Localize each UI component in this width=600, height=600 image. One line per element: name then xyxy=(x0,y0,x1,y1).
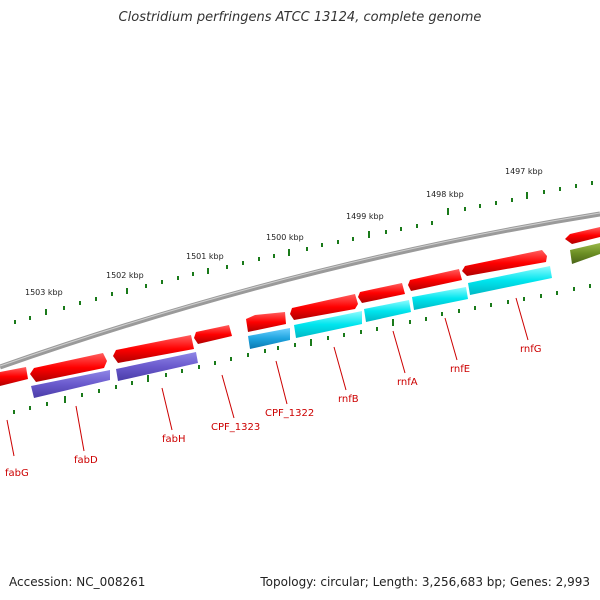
ruler-label-1502: 1502 kbp xyxy=(106,271,144,280)
topology-text: Topology: circular; Length: 3,256,683 bp… xyxy=(260,575,590,589)
ruler-label-1500: 1500 kbp xyxy=(266,233,304,242)
gene-label-rnfG: rnfG xyxy=(520,344,542,355)
ruler-label-1498: 1498 kbp xyxy=(426,190,464,199)
gene-rnfE[interactable] xyxy=(412,287,468,310)
gene-label-fabH: fabH xyxy=(162,434,186,445)
genome-backbone xyxy=(0,211,600,370)
gene-label-fabD: fabD xyxy=(74,455,98,466)
gene-label-fabG: fabG xyxy=(5,468,29,479)
reverse-strand-genes xyxy=(31,243,600,398)
gene-forward-10[interactable] xyxy=(565,227,600,244)
gene-labels: fabG fabD fabH CPF_1323 CPF_1322 rnfB rn… xyxy=(5,344,542,479)
ruler-label-1503: 1503 kbp xyxy=(25,288,63,297)
forward-strand-genes xyxy=(0,227,600,386)
ruler-label-1497: 1497 kbp xyxy=(505,167,543,176)
gene-label-rnfA: rnfA xyxy=(397,377,418,388)
inner-ruler-ticks xyxy=(13,284,591,414)
gene-forward-7[interactable] xyxy=(358,283,405,303)
gene-forward-4[interactable] xyxy=(194,325,232,344)
ruler-labels: 1497 kbp 1498 kbp 1499 kbp 1500 kbp 1501… xyxy=(25,167,543,297)
gene-rnfB[interactable] xyxy=(294,311,362,338)
gene-forward-1[interactable] xyxy=(0,367,28,386)
map-title: Clostridium perfringens ATCC 13124, comp… xyxy=(118,10,482,25)
accession-text: Accession: NC_008261 xyxy=(9,575,146,589)
ruler-label-1499: 1499 kbp xyxy=(346,212,384,221)
gene-forward-8[interactable] xyxy=(408,269,462,291)
gene-olive[interactable] xyxy=(570,243,600,264)
gene-rnfA[interactable] xyxy=(364,300,411,322)
gene-forward-5[interactable] xyxy=(246,312,286,332)
gene-forward-6[interactable] xyxy=(290,294,358,320)
label-leader-lines xyxy=(6,297,529,457)
outer-ruler-ticks xyxy=(14,181,593,324)
gene-label-CPF_1322: CPF_1322 xyxy=(265,408,314,419)
gene-label-rnfE: rnfE xyxy=(450,364,470,375)
gene-forward-3[interactable] xyxy=(113,335,194,363)
gene-CPF_1322[interactable] xyxy=(248,328,290,349)
ruler-label-1501: 1501 kbp xyxy=(186,252,224,261)
gene-fabD[interactable] xyxy=(31,370,110,398)
gene-label-rnfB: rnfB xyxy=(338,394,359,405)
gene-fabH[interactable] xyxy=(116,352,198,381)
gene-forward-9[interactable] xyxy=(462,250,547,276)
gene-label-CPF_1323: CPF_1323 xyxy=(211,422,260,433)
gene-rnfG[interactable] xyxy=(468,266,552,295)
gene-forward-2[interactable] xyxy=(30,353,107,382)
